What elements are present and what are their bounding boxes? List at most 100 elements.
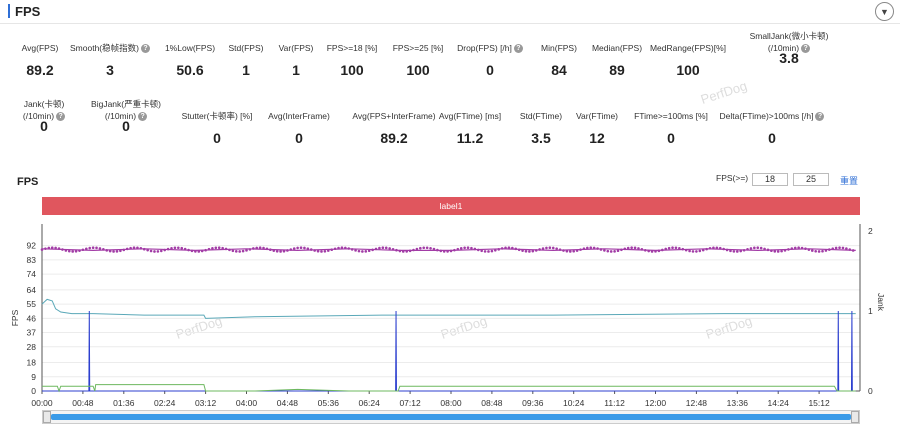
help-icon[interactable]: ? [815,112,825,122]
x-tick-label: 00:00 [31,398,53,408]
metric-label-text: Stutter(卡顿率) [%] [181,111,253,121]
fps-point [841,246,845,250]
fps-point [572,249,575,253]
fps-point [166,247,170,251]
threshold-input-1[interactable]: 18 [752,173,788,186]
fps-point [122,248,126,252]
y2-tick-label: 1 [868,306,873,316]
fps-point [262,246,265,250]
metric-label-text: Std(FTime) [519,111,563,121]
fps-point [132,246,136,250]
y2-tick-label: 2 [868,226,873,236]
threshold-input-2[interactable]: 25 [793,173,829,186]
fps-point [102,248,105,251]
metric-value: 3.8 [779,50,799,66]
metric-metrics_row1-4: Var(FPS) 1 [236,42,356,78]
metric-label-text: BigJank(严重卡顿) [91,99,161,109]
metric-label: FPS>=18 [%] [292,42,412,54]
fps-point [555,247,558,250]
fps-point [793,246,797,250]
metric-label-text: FPS>=18 [%] [326,43,378,53]
metric-metrics_row1-0: Avg(FPS) 89.2 [0,42,100,78]
fps-point [562,249,565,252]
fps-point [684,248,688,252]
series-line-1[interactable] [41,298,856,319]
scrollbar-left-handle[interactable] [43,411,51,423]
metric-value: 89 [609,62,625,78]
fps-point [626,246,630,250]
fps-point [231,249,235,253]
metric-value: 11.2 [456,130,484,146]
series-line-2[interactable] [42,310,856,392]
metric-metrics_row2-9: Delta(FTime)>100ms [/h]? 0 [712,110,832,146]
fps-point [575,249,579,252]
section-accent-bar [8,4,10,18]
time-scrollbar[interactable] [42,410,860,424]
metric-value: 89.2 [26,62,54,78]
fps-point [490,249,494,253]
help-icon[interactable]: ? [140,44,150,54]
metric-metrics_row2-6: Std(FTime) 3.5 [481,110,601,146]
metric-label: Min(FPS) [499,42,619,54]
fps-point [678,247,681,250]
fps-point [701,248,705,252]
fps-point [234,250,238,253]
fps-point [538,248,541,251]
fps-point [637,247,640,250]
metric-metrics_row1-3: Std(FPS) 1 [186,42,306,78]
fps-point [603,249,606,252]
fps-point [674,246,678,250]
fps-point [691,250,695,253]
fps-point [340,246,344,249]
metric-label-text: 1%Low(FPS) [164,43,216,53]
x-tick-label: 11:12 [604,398,625,408]
reset-button[interactable]: 重置 [840,176,859,186]
fps-point [756,246,760,250]
fps-point [845,247,848,250]
scrollbar-right-handle[interactable] [851,411,859,423]
help-icon[interactable]: ? [801,44,811,54]
metric-metrics_row1-9: Median(FPS) 89 [557,42,677,78]
y-tick-label: 37 [27,328,37,338]
watermark: PerfDog [698,77,749,108]
x-tick-label: 07:12 [399,398,421,408]
fps-point [91,246,95,250]
fps-point [374,247,378,251]
fps-point [780,249,783,253]
fps-point [159,249,163,253]
label-bar[interactable]: label1 [42,197,860,215]
metric-value: 3.5 [531,130,551,146]
y2-tick-label: 0 [868,386,873,396]
fps-point [606,249,610,253]
fps-point [661,248,664,252]
scrollbar-range[interactable] [51,414,851,420]
metric-metrics_row2-0: Jank(卡顿) (/10min)? 0 [0,98,104,134]
y-tick-label: 28 [27,342,37,352]
fps-point [480,249,483,253]
fps-point [681,247,685,251]
fps-chart[interactable]: 0 9 18 28 37 46 55 64 74 83 92 0 1 2 FPS Jank 00:00 00:48… [0,222,900,410]
fps-point [177,246,180,250]
fps-point [616,249,620,252]
fps-point [851,249,855,252]
fps-point [357,249,361,253]
fps-point [224,247,228,251]
fps-point [95,246,98,250]
fps-point [609,250,613,253]
fps-point [582,247,586,250]
metric-metrics_row2-2: Stutter(卡顿率) [%] 0 [157,110,277,146]
fps-point [252,247,255,250]
metric-value: 0 [40,118,48,134]
help-icon[interactable]: ? [513,44,523,54]
fps-point [463,246,466,250]
fps-point [732,250,736,253]
fps-point [763,247,766,251]
help-icon[interactable]: ? [138,112,148,122]
y2-axis-label: Jank [876,293,886,312]
chevron-down-icon[interactable]: ▼ [875,2,894,21]
help-icon[interactable]: ? [56,112,66,122]
fps-point [797,246,800,249]
fps-point [364,250,368,253]
fps-point [688,249,691,253]
series-line-3[interactable] [42,384,856,393]
